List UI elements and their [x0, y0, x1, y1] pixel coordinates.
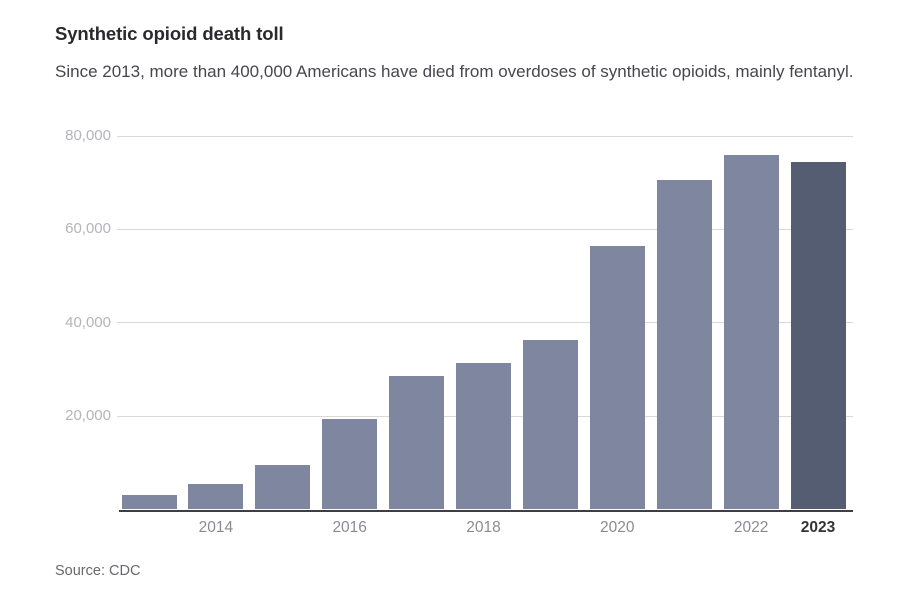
bar-2018 [456, 363, 511, 510]
x-axis-label-2023: 2023 [800, 519, 836, 536]
x-axis-line [118, 509, 853, 512]
chart-title: Synthetic opioid death toll [55, 23, 284, 44]
bar-2013 [121, 495, 177, 510]
chart-subtitle: Since 2013, more than 400,000 Americans … [55, 62, 854, 81]
bar-2019 [522, 339, 578, 510]
x-axis-label-2016: 2016 [332, 519, 367, 536]
bar-2014 [188, 483, 244, 510]
y-axis-tick-label: 20,000 [65, 407, 111, 425]
y-axis-tick-label: 40,000 [65, 313, 111, 331]
x-axis-label-2020: 2020 [600, 519, 635, 536]
x-axis-label-2022: 2022 [733, 519, 769, 536]
bar-2021 [656, 179, 712, 510]
bar-2022 [723, 154, 779, 510]
x-axis-label-2014: 2014 [198, 519, 234, 536]
y-axis-tick-label: 60,000 [65, 220, 111, 238]
gridline [117, 228, 853, 230]
gridline [117, 135, 853, 137]
bar-2015 [255, 464, 311, 510]
x-axis-label-2018: 2018 [466, 519, 501, 536]
bar-2017 [389, 376, 445, 510]
bar-2016 [322, 418, 378, 510]
bar-2023 [790, 161, 846, 510]
gridline [117, 322, 853, 324]
bar-2020 [589, 245, 645, 510]
y-axis-tick-label: 80,000 [65, 127, 111, 144]
source-note: Source: CDC [55, 563, 141, 579]
